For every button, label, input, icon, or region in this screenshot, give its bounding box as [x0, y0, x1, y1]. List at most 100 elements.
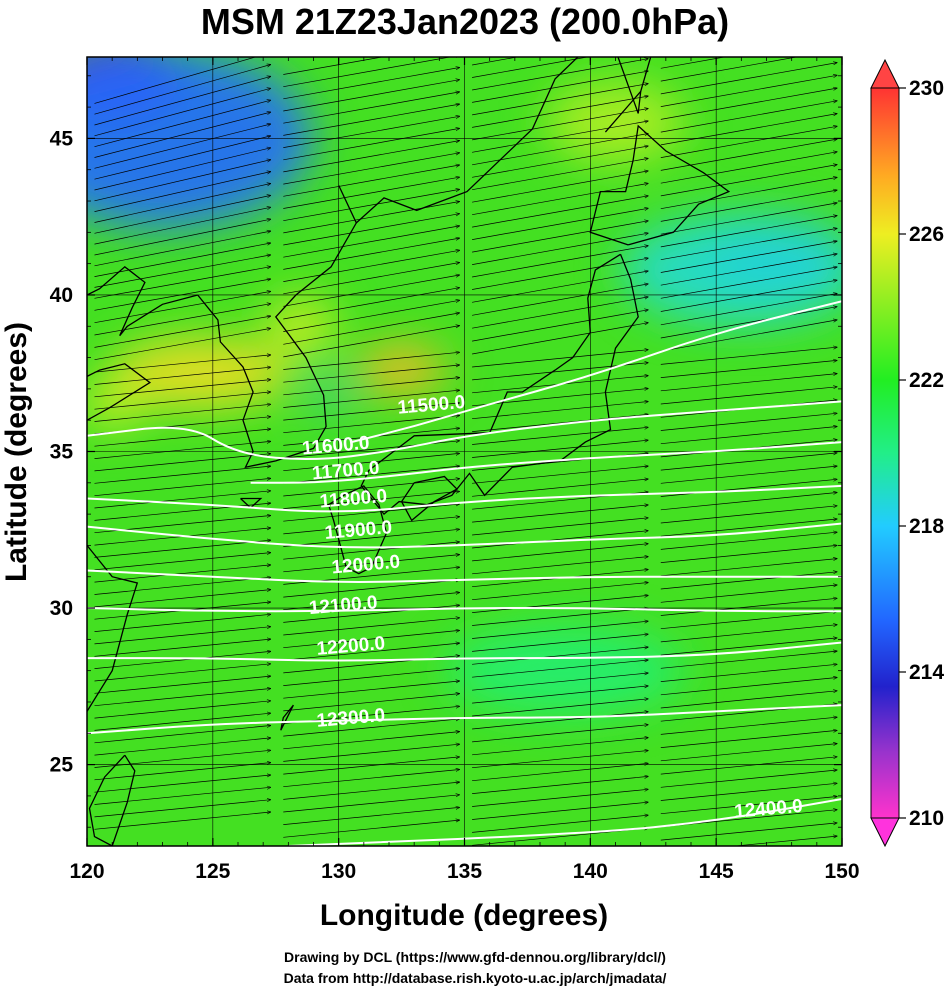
wind-vector — [283, 479, 459, 497]
wind-vector — [283, 263, 459, 295]
wind-vector — [472, 171, 648, 203]
wind-vector — [94, 367, 271, 385]
wind-vector — [283, 165, 459, 197]
wind-vector — [94, 478, 271, 497]
wind-vector — [94, 491, 271, 509]
wind-vector — [283, 719, 459, 737]
wind-vector — [283, 403, 459, 421]
wind-vector — [472, 258, 648, 290]
wind-vector — [472, 402, 648, 420]
wind-vector — [660, 216, 837, 248]
x-axis-label: Longitude (degrees) — [320, 899, 608, 932]
wind-vector — [283, 529, 459, 547]
wind-vector — [660, 413, 837, 431]
wind-vector — [283, 238, 459, 270]
wind-vector — [283, 732, 459, 750]
wind-vector — [94, 76, 271, 126]
wind-vector — [472, 414, 648, 432]
wind-vector — [660, 320, 837, 352]
wind-vector — [472, 595, 648, 613]
x-tick-label: 135 — [447, 860, 482, 883]
wind-vector — [283, 80, 459, 112]
y-tick-label: 45 — [50, 127, 74, 150]
wind-vector — [283, 694, 459, 712]
wind-vector — [94, 614, 271, 632]
colorbar-ticks: 210 214 218 222 226 230 — [899, 77, 944, 830]
coastline-12 — [617, 57, 642, 114]
wind-vector — [660, 57, 727, 69]
wind-vector — [283, 116, 459, 148]
colorbar-tick-label: 214 — [909, 661, 944, 684]
wind-vector — [283, 681, 459, 699]
wind-vector — [94, 701, 271, 719]
wind-vector — [472, 466, 648, 484]
wind-vector — [283, 580, 459, 598]
wind-vector — [283, 313, 459, 345]
field-warm-north-korea — [265, 296, 336, 357]
x-tick-label: 120 — [69, 860, 104, 883]
colorbar-top-arrow — [870, 58, 900, 89]
wind-vector — [94, 553, 271, 571]
wind-vector — [660, 152, 837, 184]
wind-vector — [472, 776, 648, 794]
wind-vector — [472, 789, 648, 807]
wind-vector — [472, 608, 648, 626]
wind-vector — [472, 686, 648, 704]
wind-vector — [283, 630, 459, 649]
contour-12000 — [87, 569, 842, 583]
wind-vector — [94, 148, 271, 191]
wind-vector — [94, 160, 271, 202]
wind-vector — [283, 820, 459, 838]
wind-vector — [94, 243, 271, 277]
wind-vector — [472, 121, 648, 153]
wind-vector — [94, 577, 271, 595]
x-tick-label: 125 — [195, 860, 230, 883]
wind-vector — [472, 71, 648, 103]
wind-vector — [660, 190, 837, 222]
wind-vector — [660, 466, 837, 484]
x-tick-label: 150 — [824, 860, 859, 883]
wind-vector — [472, 271, 648, 303]
wind-vector — [283, 288, 459, 320]
wind-vector — [660, 228, 837, 261]
wind-vector — [660, 114, 837, 146]
wind-vector — [94, 627, 271, 645]
wind-vector — [660, 360, 837, 378]
wind-vector — [472, 109, 648, 141]
wind-vector — [660, 823, 837, 841]
wind-vector — [472, 246, 648, 278]
wind-vector — [660, 347, 837, 365]
wind-vector — [660, 387, 837, 405]
contour-12100 — [87, 606, 842, 613]
wind-vector — [660, 585, 837, 603]
wind-vector — [283, 141, 459, 173]
wind-vector — [283, 757, 459, 775]
wind-vector — [660, 519, 837, 537]
wind-vector — [660, 203, 837, 235]
wind-vector — [660, 506, 837, 524]
wind-vector — [472, 802, 648, 820]
wind-vector — [472, 815, 648, 833]
wind-vector — [660, 75, 837, 107]
wind-vector — [660, 717, 837, 735]
wind-vector — [472, 146, 648, 178]
wind-vector — [660, 57, 799, 82]
coastline-2 — [327, 485, 388, 575]
wind-vector — [94, 65, 271, 115]
wind-vector — [660, 638, 837, 656]
wind-vector — [94, 689, 271, 707]
wind-vector — [660, 126, 837, 158]
wind-vector — [94, 664, 271, 682]
colorbar-tick-label: 230 — [909, 77, 944, 100]
wind-vector — [660, 678, 837, 696]
wind-vector — [660, 453, 837, 471]
height-contours — [87, 300, 842, 846]
wind-vector — [283, 226, 459, 258]
wind-vector — [94, 738, 271, 756]
field-cold-northwest — [87, 57, 313, 229]
field-warm-sea-okhotsk — [545, 82, 686, 163]
y-axis-label: Latitude (degrees) — [0, 322, 33, 582]
wind-vector — [660, 427, 837, 445]
wind-vector — [660, 625, 837, 643]
wind-vector — [283, 390, 459, 408]
